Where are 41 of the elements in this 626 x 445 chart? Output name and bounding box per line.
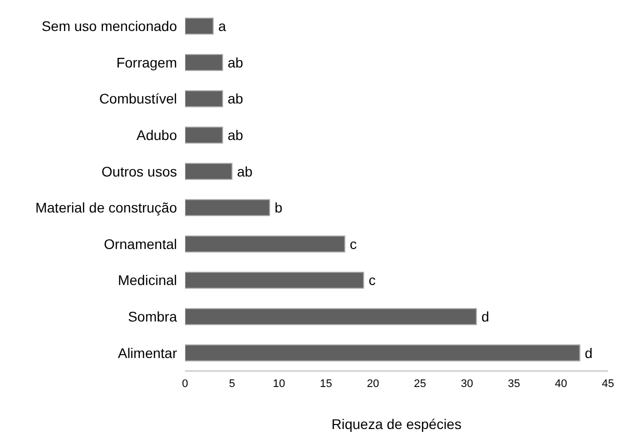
y-tick-label: Ornamental	[104, 236, 177, 252]
x-tick-label: 35	[508, 378, 520, 390]
y-tick-label: Adubo	[136, 127, 178, 144]
data-label: d	[584, 344, 593, 361]
x-tick-label: 0	[182, 378, 188, 390]
bar	[185, 54, 224, 71]
y-tick-label: Medicinal	[118, 272, 177, 288]
x-tick-label: 45	[602, 378, 614, 390]
bar	[185, 162, 232, 180]
data-label: d	[481, 308, 490, 325]
data-label: ab	[228, 54, 244, 70]
y-tick-label: Sombra	[128, 308, 178, 325]
x-tick-label: 20	[366, 378, 380, 390]
data-label: a	[218, 18, 226, 34]
y-tick-label: Sem uso mencionado	[42, 18, 178, 34]
data-label: c	[368, 272, 376, 288]
data-label: ab	[237, 163, 253, 180]
data-label: ab	[228, 127, 244, 144]
x-tick-label: 15	[320, 378, 332, 390]
x-tick-label: 5	[228, 378, 236, 390]
y-tick-label: Material de construção	[35, 200, 178, 216]
bar	[185, 90, 224, 108]
y-tick-label: Combustível	[99, 90, 177, 107]
bar	[185, 272, 364, 289]
y-tick-label: Outros usos	[102, 163, 177, 180]
bar	[185, 235, 346, 252]
x-tick-label: 30	[460, 378, 474, 390]
bar	[185, 18, 214, 35]
x-tick-label: 40	[554, 378, 568, 390]
data-label: ab	[228, 90, 244, 107]
x-tick-label: 10	[272, 378, 286, 390]
y-tick-label: Forragem	[116, 54, 177, 70]
y-tick-label: Alimentar	[118, 344, 178, 361]
bar	[185, 308, 477, 326]
x-axis-title: Riqueza de espécies	[332, 416, 462, 432]
data-label: b	[274, 200, 283, 216]
bar	[185, 199, 270, 216]
x-tick-label: 25	[414, 378, 426, 390]
data-label: c	[350, 236, 357, 252]
bar	[185, 344, 580, 362]
bar	[185, 126, 224, 144]
